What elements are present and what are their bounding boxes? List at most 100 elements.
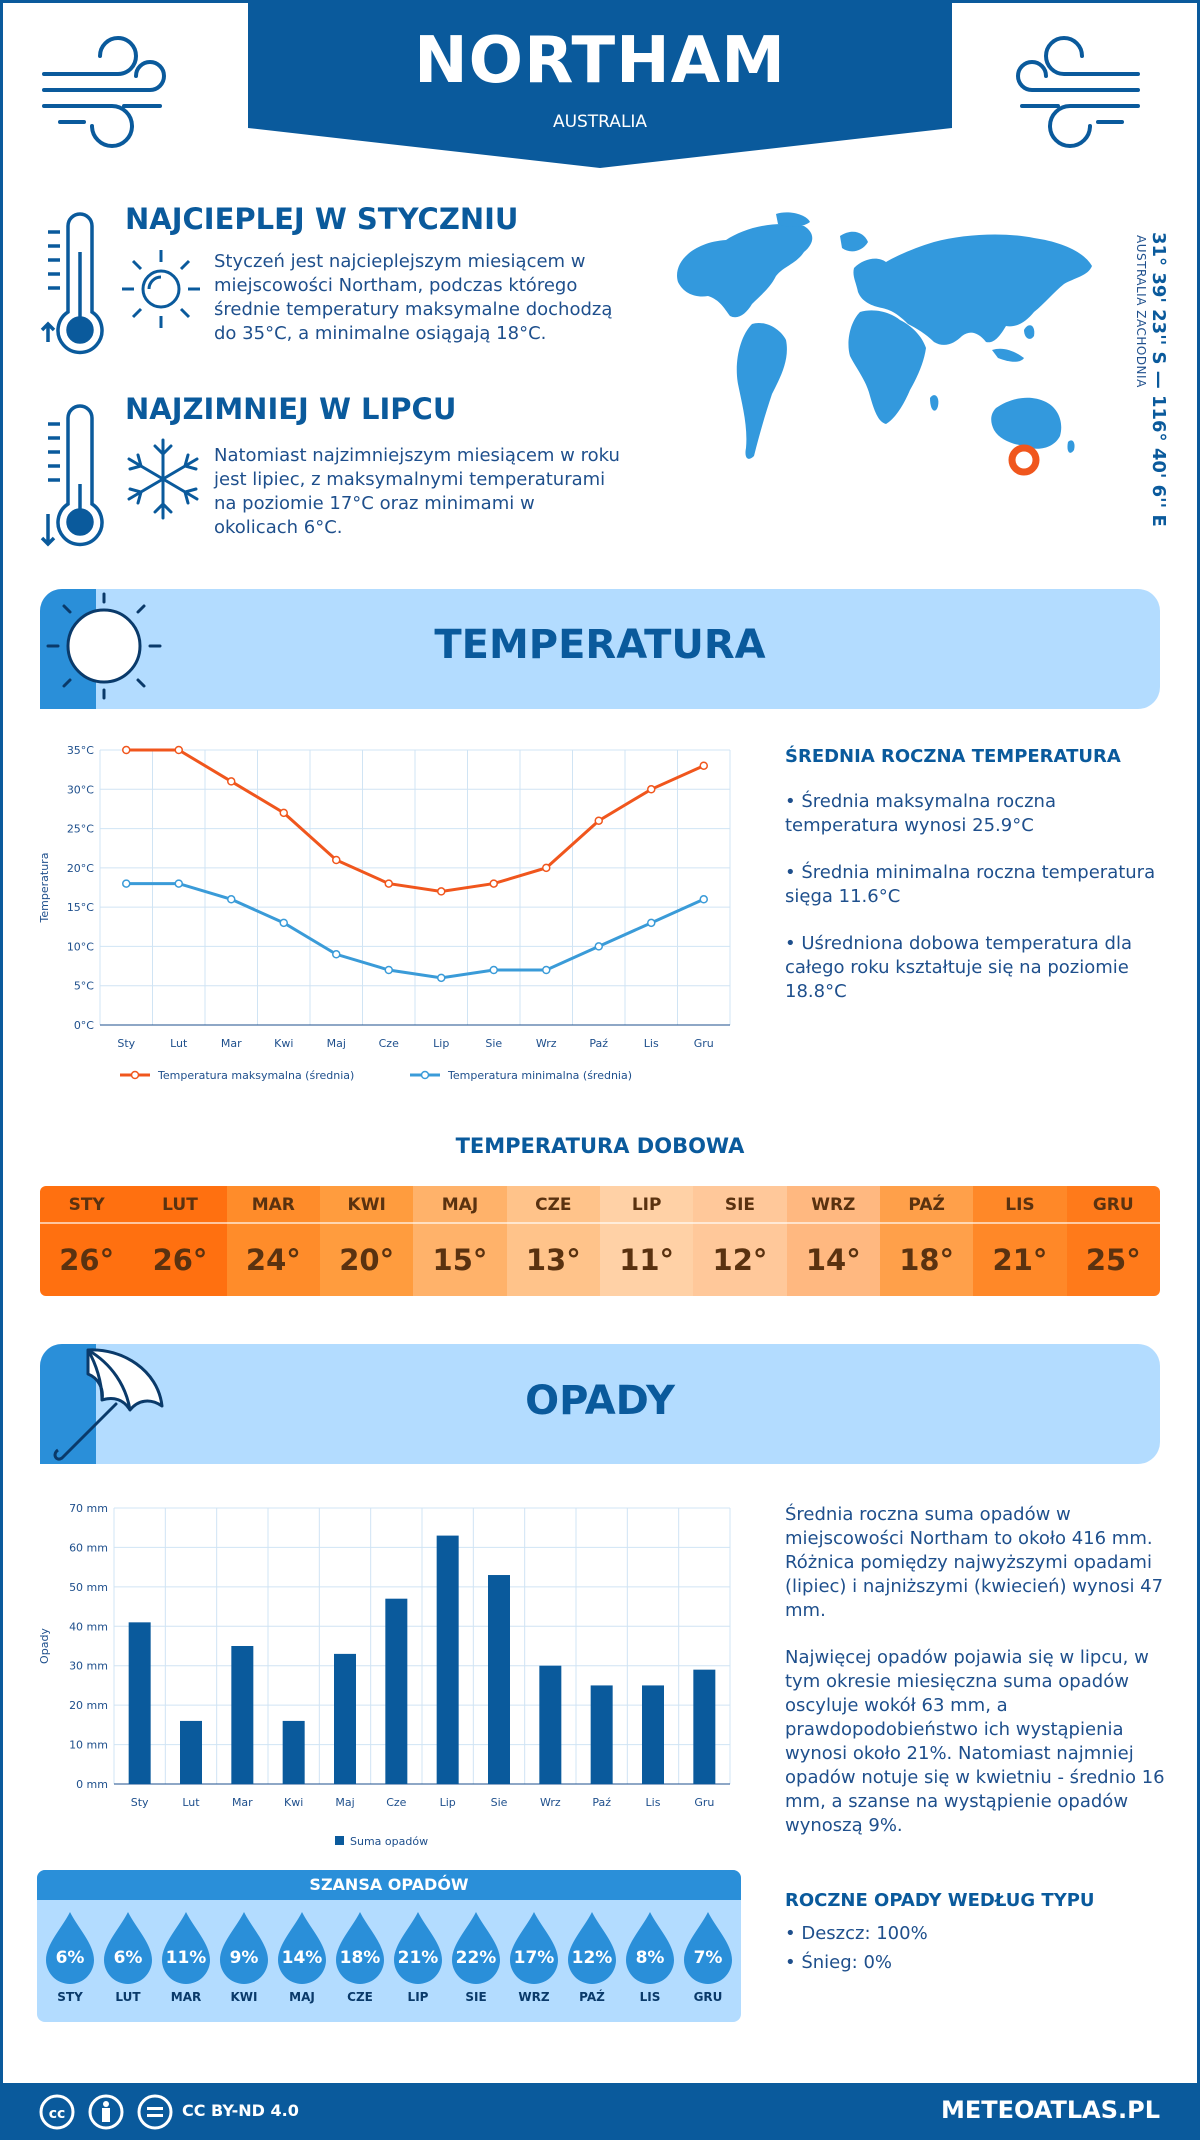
chance-drop: 7% GRU xyxy=(679,1910,737,2004)
data-point xyxy=(279,808,288,818)
daily-cell: LIP 11° xyxy=(599,1186,694,1296)
data-point xyxy=(227,895,236,904)
data-point xyxy=(437,973,446,983)
precip-band xyxy=(40,1344,1160,1464)
raindrop-icon xyxy=(46,1912,94,1984)
daily-month-label: LUT xyxy=(133,1186,227,1224)
precip-bar xyxy=(488,1575,510,1784)
raindrop-icon xyxy=(278,1912,326,1984)
data-point xyxy=(489,879,498,888)
daily-month-label: LIP xyxy=(599,1186,694,1224)
chance-drop: 6% LUT xyxy=(99,1910,157,2004)
daily-temperature-value: 25° xyxy=(1085,1243,1141,1277)
data-point xyxy=(332,855,341,865)
chance-drop: 8% LIS xyxy=(621,1910,679,2004)
warmest-title: NAJCIEPLEJ W STYCZNIU xyxy=(125,202,519,236)
precip-bar xyxy=(693,1669,716,1784)
world-map xyxy=(677,212,1092,476)
data-point xyxy=(332,950,341,959)
x-tick-label: Maj xyxy=(335,1796,354,1809)
precip-type-heading: ROCZNE OPADY WEDŁUG TYPU xyxy=(785,1890,1095,1911)
chance-value: 22% xyxy=(455,1948,497,1968)
precip-chance-title: SZANSA OPADÓW xyxy=(37,1870,741,1900)
precipitation-chart: 0 mm 10 mm 20 mm 30 mm 40 mm 50 mm 60 mm 70 mm S… xyxy=(38,1502,731,1848)
series-line xyxy=(126,748,705,893)
precip-bar xyxy=(539,1665,562,1784)
x-tick-label: Lis xyxy=(646,1796,661,1809)
x-tick-label: Lip xyxy=(433,1037,449,1050)
data-point xyxy=(594,942,603,951)
chance-value: 18% xyxy=(339,1948,381,1968)
x-tick-label: Kwi xyxy=(274,1037,293,1050)
legend-label: Temperatura maksymalna (średnia) xyxy=(157,1069,354,1082)
legend-marker xyxy=(420,1070,430,1080)
data-point xyxy=(122,745,131,755)
x-tick-label: Lip xyxy=(440,1796,456,1809)
data-point xyxy=(437,887,446,896)
wind-icon-left xyxy=(42,36,166,148)
temperature-bullet-avg: • Uśredniona dobowa temperatura dla całe… xyxy=(785,933,1133,1002)
chance-month-label: PAŹ xyxy=(579,1990,605,2004)
x-tick-label: Lut xyxy=(170,1037,188,1050)
chance-month-label: MAJ xyxy=(289,1990,315,2004)
daily-month-label: CZE xyxy=(506,1186,600,1224)
daily-month-label: MAJ xyxy=(413,1186,507,1224)
thermometer-cold-icon xyxy=(40,404,104,547)
chance-value: 11% xyxy=(165,1948,207,1968)
y-tick-label: 20 mm xyxy=(69,1699,108,1712)
precip-chance-drops: 6% STY 6% LUT 11% MAR 9% KWI 14% MAJ 18% CZE 21% LIP 2… xyxy=(37,1900,741,2004)
x-tick-label: Cze xyxy=(379,1037,399,1050)
raindrop-icon xyxy=(220,1912,268,1984)
temperature-title: TEMPERATURA xyxy=(434,622,766,668)
x-tick-label: Mar xyxy=(232,1796,253,1809)
daily-cell: LIS 21° xyxy=(973,1186,1067,1296)
y-tick-label: 20°C xyxy=(67,862,94,875)
x-tick-label: Sie xyxy=(485,1037,502,1050)
x-tick-label: Wrz xyxy=(536,1037,557,1050)
data-point xyxy=(489,965,498,975)
warmest-text: Styczeń jest najcieplejszym miesiącem w … xyxy=(214,251,613,344)
region-label: AUSTRALIA ZACHODNIA xyxy=(1134,235,1148,388)
umbrella-icon xyxy=(53,1348,164,1461)
precip-bar xyxy=(282,1720,305,1784)
raindrop-icon xyxy=(452,1912,500,1984)
chance-month-label: LUT xyxy=(115,1990,141,2004)
precip-bar xyxy=(642,1685,664,1784)
temperature-bullet-min: • Średnia minimalna roczna temperatura s… xyxy=(785,862,1156,907)
y-tick-label: 30°C xyxy=(67,783,94,796)
chance-month-label: SIE xyxy=(465,1990,487,2004)
legend-label: Suma opadów xyxy=(350,1835,428,1848)
x-tick-label: Cze xyxy=(386,1796,406,1809)
daily-temperature-value: 12° xyxy=(712,1243,768,1277)
coldest-title: NAJZIMNIEJ W LIPCU xyxy=(125,392,457,426)
y-tick-label: 10 mm xyxy=(69,1739,108,1752)
x-tick-label: Gru xyxy=(694,1796,714,1809)
license-label: CC BY-ND 4.0 xyxy=(182,2101,299,2120)
daily-month-label: WRZ xyxy=(786,1186,880,1224)
raindrop-icon xyxy=(394,1912,442,1984)
chance-drop: 14% MAJ xyxy=(273,1910,331,2004)
legend-marker xyxy=(335,1836,344,1845)
x-tick-label: Lis xyxy=(644,1037,659,1050)
daily-temperature-value: 11° xyxy=(619,1243,675,1277)
daily-cell: PAŹ 18° xyxy=(879,1186,974,1296)
data-point xyxy=(647,785,656,794)
x-tick-label: Maj xyxy=(327,1037,346,1050)
temperature-band xyxy=(40,589,1160,709)
daily-cell: GRU 25° xyxy=(1066,1186,1160,1296)
series-line xyxy=(126,882,705,980)
chance-value: 21% xyxy=(397,1948,439,1968)
y-tick-label: 50 mm xyxy=(69,1581,108,1594)
temperature-bullet-max: • Średnia maksymalna roczna temperatura … xyxy=(785,791,1056,836)
data-point xyxy=(647,918,656,928)
footer-bar xyxy=(0,2083,1200,2140)
daily-month-label: MAR xyxy=(226,1186,320,1224)
daily-temperature-value: 24° xyxy=(245,1243,301,1277)
daily-temperature-value: 14° xyxy=(805,1243,861,1277)
precip-type-snow: • Śnieg: 0% xyxy=(785,1952,893,1973)
sun-icon xyxy=(122,250,200,328)
chance-month-label: WRZ xyxy=(518,1990,550,2004)
raindrop-icon xyxy=(626,1912,674,1984)
site-link[interactable]: METEOATLAS.PL xyxy=(940,2096,1160,2124)
chance-drop: 12% PAŹ xyxy=(563,1910,621,2004)
